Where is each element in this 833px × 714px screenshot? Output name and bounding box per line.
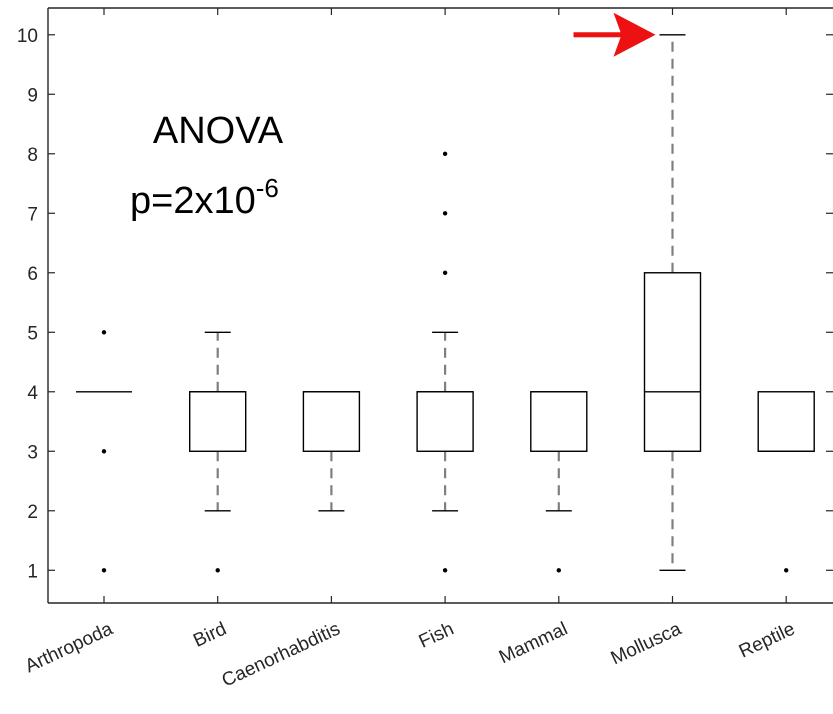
anova-title: ANOVA bbox=[153, 110, 284, 152]
category-label: Fish bbox=[416, 618, 457, 652]
y-tick-label: 7 bbox=[27, 204, 38, 225]
outlier-point bbox=[101, 449, 107, 454]
y-tick-label: 4 bbox=[27, 383, 38, 404]
box-body bbox=[416, 391, 474, 452]
category-label: Arthropoda bbox=[22, 618, 116, 677]
y-tick-label: 8 bbox=[27, 145, 38, 166]
y-tick-label: 6 bbox=[27, 264, 38, 285]
y-tick-label: 5 bbox=[27, 323, 38, 344]
outlier-point bbox=[215, 568, 220, 573]
boxes bbox=[76, 34, 815, 573]
y-tick-label: 2 bbox=[27, 502, 38, 523]
box-body bbox=[757, 391, 815, 452]
axes bbox=[47, 7, 833, 604]
box-group bbox=[416, 151, 474, 573]
category-label: Bird bbox=[190, 618, 230, 651]
box-group bbox=[757, 391, 815, 573]
box-body bbox=[643, 272, 702, 452]
y-tick-label: 9 bbox=[27, 85, 38, 106]
outlier-point bbox=[442, 151, 448, 156]
y-tick-label: 10 bbox=[17, 26, 38, 47]
anova-annotation: ANOVA p=2x10-6 bbox=[130, 110, 284, 222]
outlier-point bbox=[101, 330, 107, 335]
box-body bbox=[302, 391, 361, 452]
y-tick-label: 1 bbox=[27, 561, 38, 582]
box-body bbox=[530, 391, 588, 452]
pvalue-base: p=2x10 bbox=[130, 180, 256, 222]
arrow-head bbox=[613, 12, 656, 57]
red-arrow bbox=[573, 12, 656, 57]
pvalue-text: p=2x10-6 bbox=[130, 173, 279, 222]
outlier-point bbox=[442, 270, 448, 275]
category-label: Mammal bbox=[496, 618, 571, 668]
outlier-point bbox=[556, 568, 561, 573]
y-tick-label: 3 bbox=[27, 442, 38, 463]
box-group bbox=[530, 391, 588, 573]
category-label: Caenorhabditis bbox=[219, 618, 344, 691]
box-body bbox=[188, 391, 247, 452]
outlier-point bbox=[442, 211, 448, 216]
box-group bbox=[188, 331, 247, 573]
pvalue-exponent: -6 bbox=[256, 173, 279, 203]
box-group bbox=[76, 330, 132, 573]
category-label: Mollusca bbox=[608, 618, 685, 669]
box-group bbox=[643, 34, 702, 571]
box-group bbox=[302, 391, 361, 512]
outlier-point bbox=[101, 568, 107, 573]
outlier-point bbox=[784, 568, 789, 573]
outlier-point bbox=[442, 568, 448, 573]
category-label: Reptile bbox=[736, 618, 798, 662]
